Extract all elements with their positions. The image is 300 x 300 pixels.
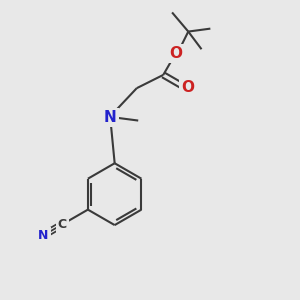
Text: N: N xyxy=(38,229,49,242)
Text: O: O xyxy=(182,80,194,95)
Text: C: C xyxy=(58,218,67,231)
Text: O: O xyxy=(169,46,182,61)
Text: N: N xyxy=(104,110,117,125)
